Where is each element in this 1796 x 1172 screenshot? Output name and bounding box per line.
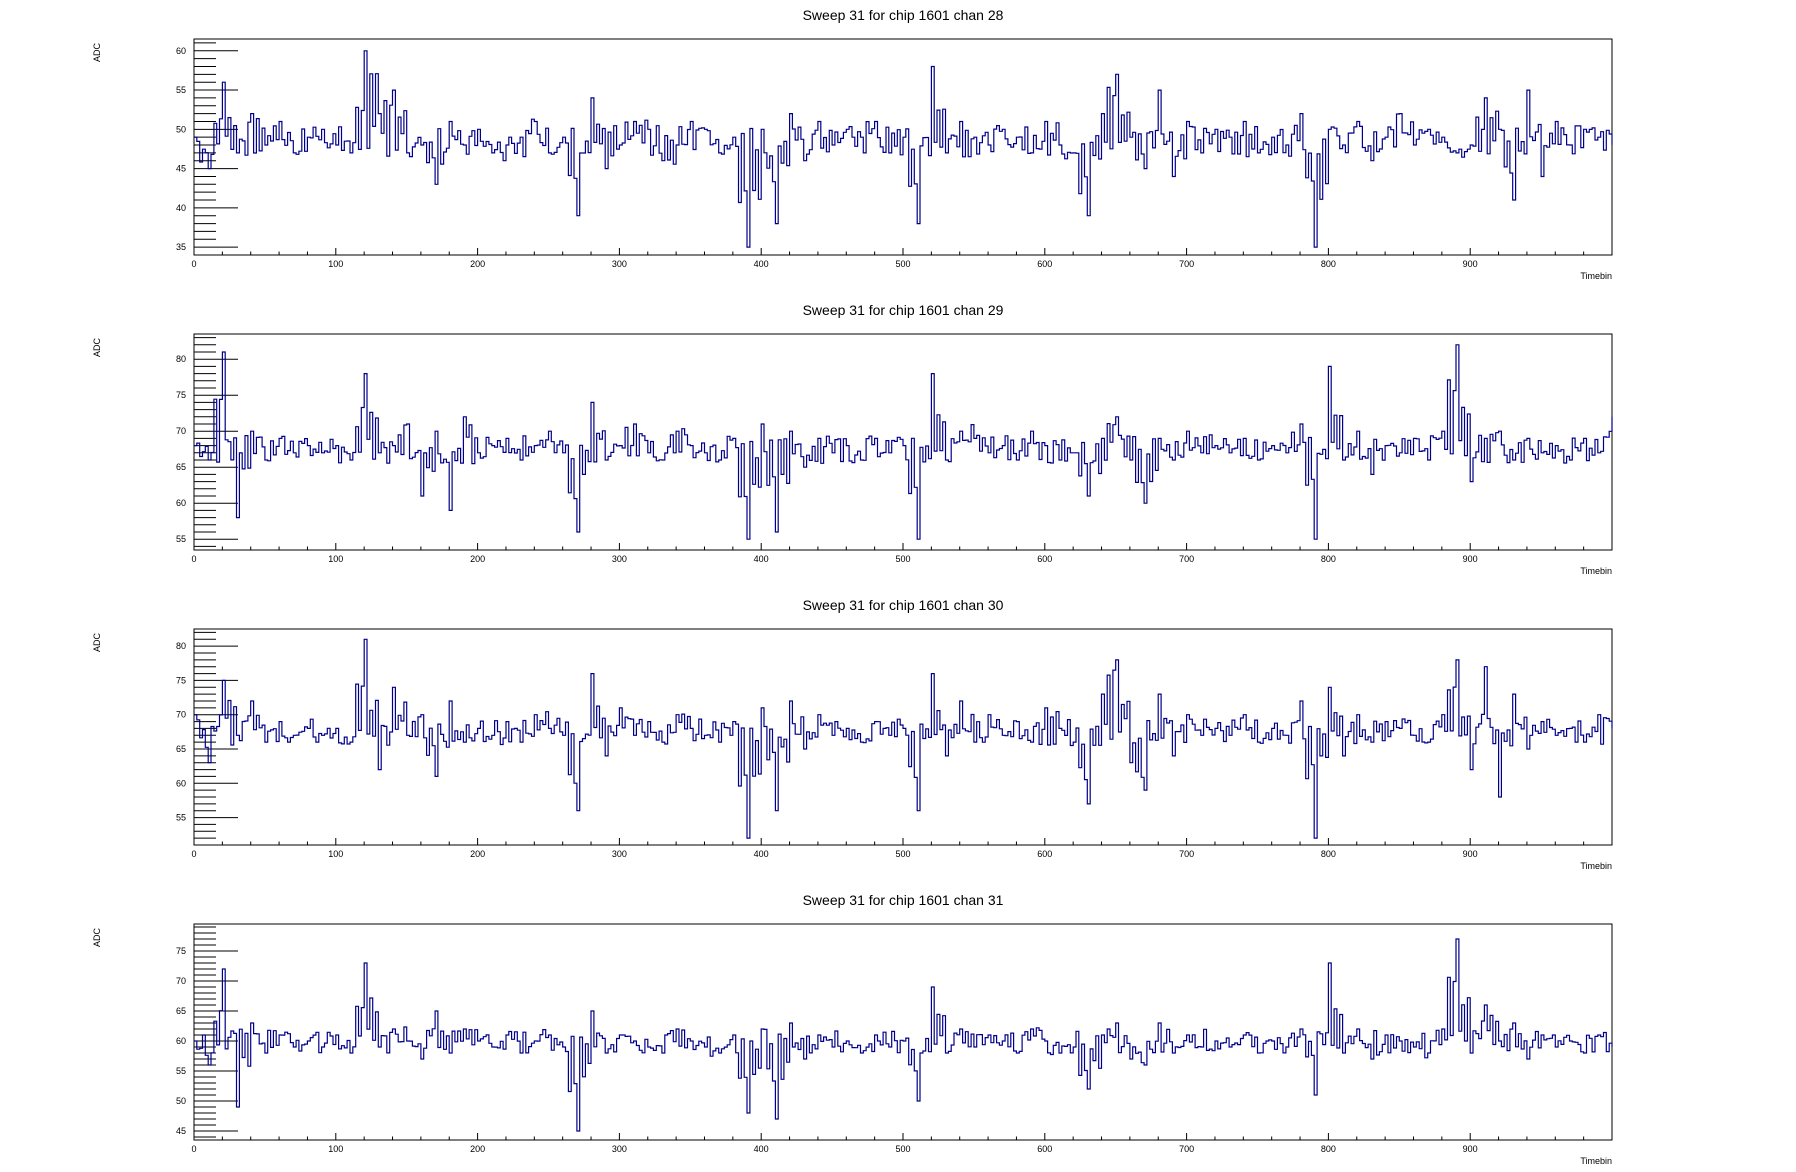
- y-tick-label: 60: [176, 498, 186, 508]
- x-tick-label: 500: [895, 1144, 910, 1154]
- x-tick-label: 0: [191, 849, 196, 859]
- chart-title: Sweep 31 for chip 1601 chan 28: [803, 7, 1004, 23]
- x-tick-label: 100: [328, 259, 343, 269]
- x-tick-label: 800: [1321, 554, 1336, 564]
- y-tick-label: 70: [176, 976, 186, 986]
- y-tick-label: 75: [176, 675, 186, 685]
- x-tick-label: 0: [191, 259, 196, 269]
- x-tick-label: 800: [1321, 1144, 1336, 1154]
- x-axis-label: Timebin: [1580, 271, 1612, 281]
- y-tick-label: 60: [176, 46, 186, 56]
- chart-panel: Sweep 31 for chip 1601 chan 28 ADC Timebin…: [92, 7, 1613, 281]
- x-tick-label: 500: [895, 849, 910, 859]
- y-tick-label: 70: [176, 710, 186, 720]
- plot-frame: [193, 628, 1613, 846]
- y-tick-label: 80: [176, 641, 186, 651]
- y-tick-label: 70: [176, 426, 186, 436]
- x-tick-label: 100: [328, 554, 343, 564]
- x-tick-label: 200: [470, 1144, 485, 1154]
- x-tick-label: 300: [612, 1144, 627, 1154]
- y-tick-label: 45: [176, 164, 186, 174]
- x-tick-label: 300: [612, 259, 627, 269]
- data-series-line: [194, 938, 1613, 1132]
- x-tick-label: 700: [1179, 554, 1194, 564]
- data-series-line: [194, 50, 1613, 248]
- y-axis-label: ADC: [92, 633, 102, 653]
- x-tick-label: 700: [1179, 259, 1194, 269]
- x-tick-label: 800: [1321, 259, 1336, 269]
- chart-title: Sweep 31 for chip 1601 chan 30: [803, 597, 1004, 613]
- chart-title: Sweep 31 for chip 1601 chan 29: [803, 302, 1004, 318]
- x-tick-label: 200: [470, 849, 485, 859]
- y-tick-label: 45: [176, 1126, 186, 1136]
- y-tick-label: 65: [176, 462, 186, 472]
- chart-panel: Sweep 31 for chip 1601 chan 29 ADC Timebin…: [92, 302, 1613, 576]
- x-tick-label: 0: [191, 1144, 196, 1154]
- y-tick-label: 55: [176, 534, 186, 544]
- x-tick-label: 600: [1037, 259, 1052, 269]
- x-tick-label: 100: [328, 1144, 343, 1154]
- y-tick-label: 65: [176, 1006, 186, 1016]
- x-tick-label: 200: [470, 554, 485, 564]
- y-tick-label: 80: [176, 354, 186, 364]
- x-tick-label: 700: [1179, 1144, 1194, 1154]
- x-tick-label: 200: [470, 259, 485, 269]
- x-tick-label: 300: [612, 554, 627, 564]
- y-tick-label: 50: [176, 124, 186, 134]
- data-series-line: [194, 344, 1613, 540]
- x-tick-label: 700: [1179, 849, 1194, 859]
- x-tick-label: 500: [895, 259, 910, 269]
- chart-panel: Sweep 31 for chip 1601 chan 31 ADC Timebin…: [92, 892, 1613, 1166]
- y-tick-label: 65: [176, 744, 186, 754]
- y-tick-label: 55: [176, 85, 186, 95]
- chart-title: Sweep 31 for chip 1601 chan 31: [803, 892, 1004, 908]
- y-axis-label: ADC: [92, 928, 102, 948]
- x-tick-label: 900: [1463, 554, 1478, 564]
- x-tick-label: 500: [895, 554, 910, 564]
- x-tick-label: 800: [1321, 849, 1336, 859]
- y-tick-label: 50: [176, 1096, 186, 1106]
- x-tick-label: 900: [1463, 1144, 1478, 1154]
- y-axis-label: ADC: [92, 338, 102, 358]
- x-tick-label: 400: [754, 849, 769, 859]
- y-axis-label: ADC: [92, 43, 102, 63]
- x-tick-label: 600: [1037, 554, 1052, 564]
- x-tick-label: 900: [1463, 849, 1478, 859]
- y-tick-label: 75: [176, 946, 186, 956]
- chart-panel: Sweep 31 for chip 1601 chan 30 ADC Timebin…: [92, 597, 1613, 871]
- y-tick-label: 40: [176, 203, 186, 213]
- data-series-line: [194, 638, 1613, 839]
- x-tick-label: 600: [1037, 1144, 1052, 1154]
- x-tick-label: 300: [612, 849, 627, 859]
- x-tick-label: 0: [191, 554, 196, 564]
- y-tick-label: 55: [176, 1066, 186, 1076]
- x-tick-label: 100: [328, 849, 343, 859]
- x-axis-label: Timebin: [1580, 1156, 1612, 1166]
- x-tick-label: 600: [1037, 849, 1052, 859]
- x-tick-label: 400: [754, 259, 769, 269]
- y-tick-label: 55: [176, 813, 186, 823]
- x-tick-label: 400: [754, 554, 769, 564]
- y-tick-label: 35: [176, 242, 186, 252]
- x-axis-label: Timebin: [1580, 566, 1612, 576]
- y-tick-label: 75: [176, 390, 186, 400]
- y-tick-label: 60: [176, 778, 186, 788]
- x-axis-label: Timebin: [1580, 861, 1612, 871]
- y-tick-label: 60: [176, 1036, 186, 1046]
- x-tick-label: 400: [754, 1144, 769, 1154]
- x-tick-label: 900: [1463, 259, 1478, 269]
